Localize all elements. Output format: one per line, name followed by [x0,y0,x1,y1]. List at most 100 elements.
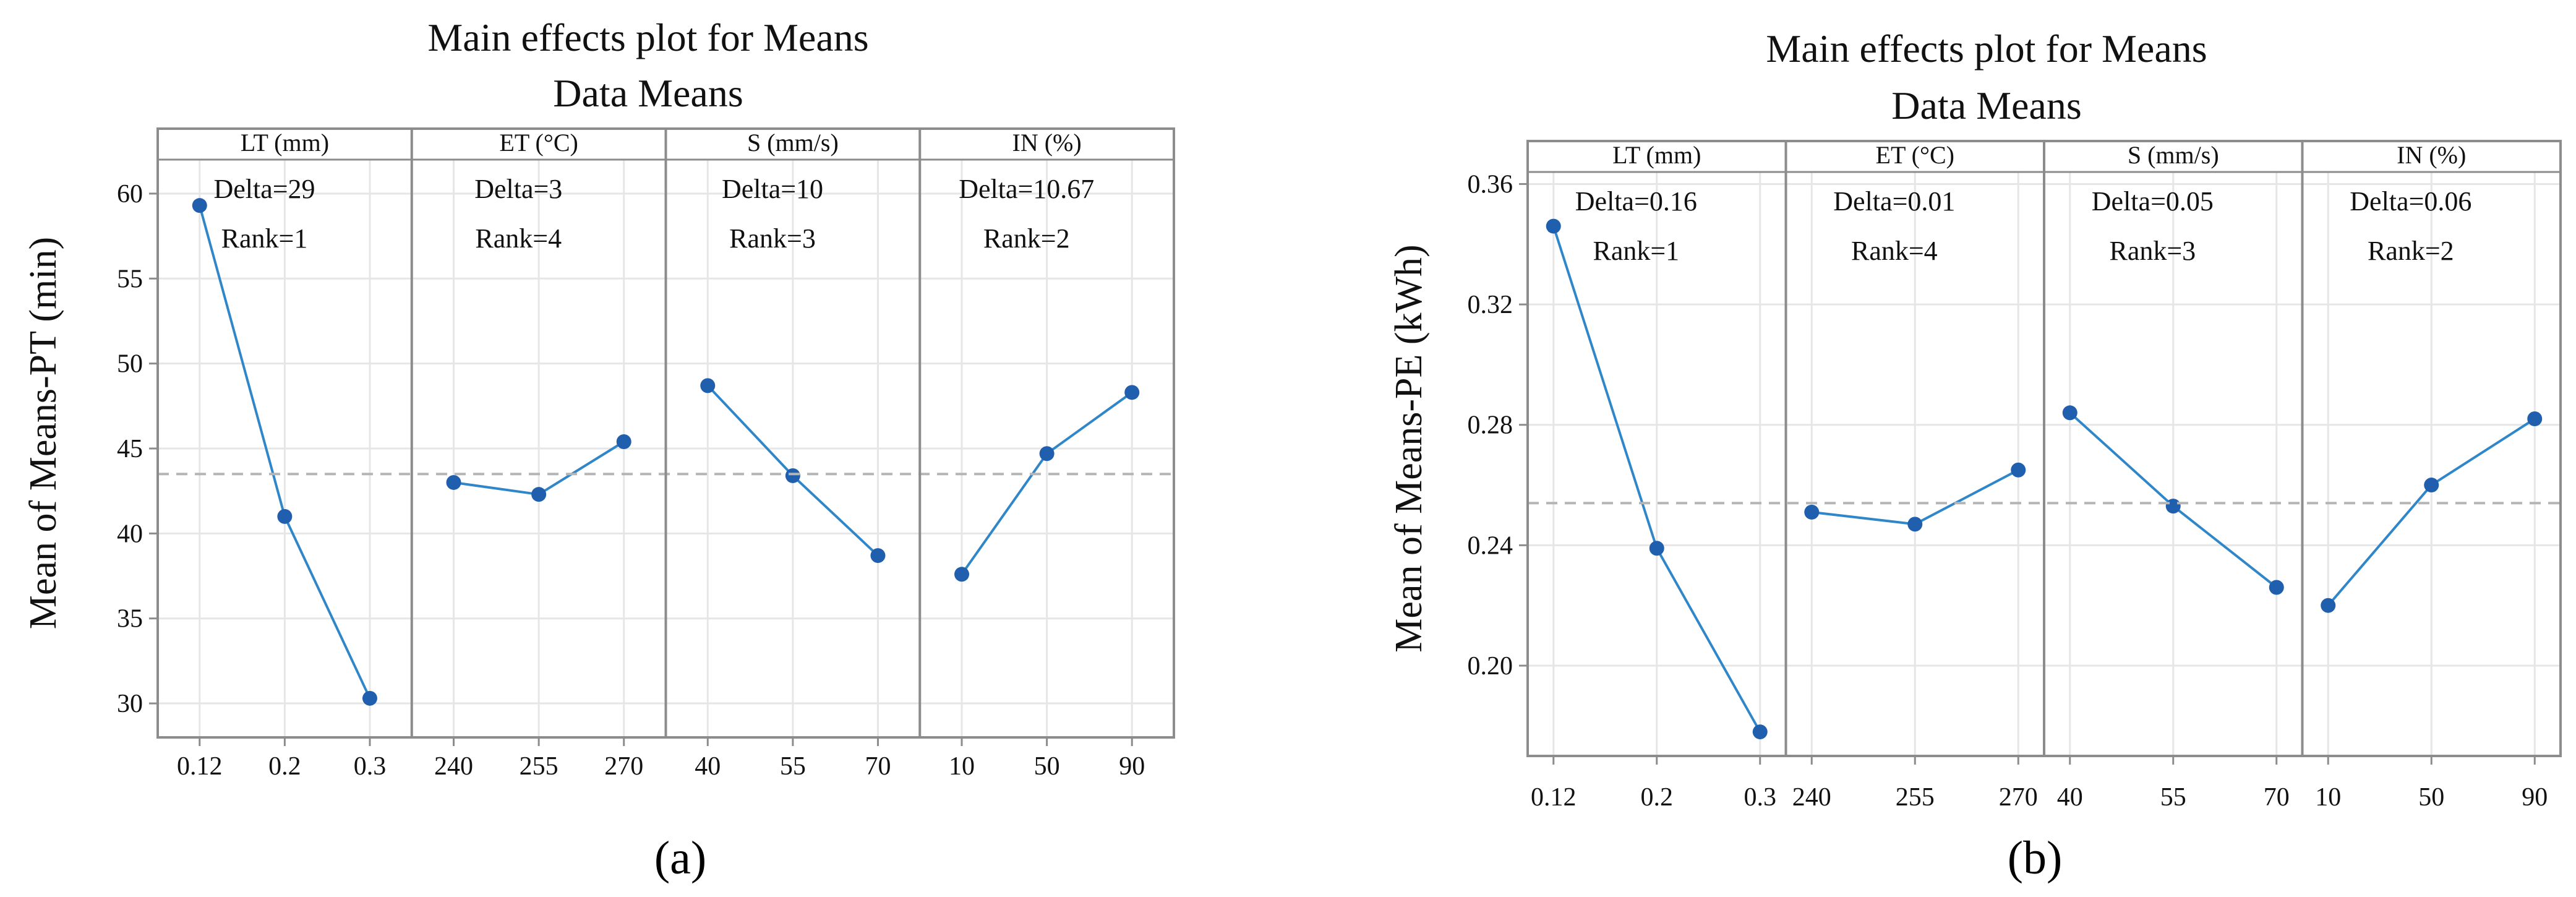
strip-label: ET (°C) [499,129,578,157]
data-point [1752,724,1768,740]
x-tick-label: 270 [1999,783,2038,812]
x-tick-label: 0.2 [1641,783,1674,812]
y-tick-label: 0.28 [1468,411,1513,440]
x-tick-label: 0.12 [1531,783,1577,812]
strip-label: LT (mm) [1612,141,1701,169]
strip-label: LT (mm) [241,129,329,157]
y-tick-label: 45 [117,435,143,463]
data-point [870,548,886,564]
chart-title: Main effects plot for Means [1766,27,2207,71]
y-tick-label: 60 [117,180,143,208]
data-point [1907,517,1923,532]
data-point [2527,411,2543,427]
plot-frame [156,127,1175,739]
rank-annotation: Rank=1 [221,223,308,254]
chart-title: Main effects plot for Means [427,15,868,59]
x-tick-label: 240 [434,752,473,781]
data-point [1649,541,1664,556]
x-tick-label: 270 [604,752,643,781]
strip-label: IN (%) [2397,141,2466,169]
y-tick-label: 30 [117,690,143,718]
x-tick-label: 10 [949,752,975,781]
rank-annotation: Rank=2 [983,223,1070,254]
data-point [1039,446,1055,461]
y-tick-label: 55 [117,265,143,293]
data-point [954,567,970,582]
strip-label: IN (%) [1012,129,1082,157]
x-tick-label: 70 [865,752,891,781]
chart-b: Main effects plot for Means Data Means Mea… [1388,27,2562,812]
x-tick-label: 0.12 [177,752,223,781]
y-tick-label: 0.24 [1468,531,1513,560]
strip-label: S (mm/s) [747,129,839,157]
x-tick-label: 240 [1792,783,1831,812]
chart-subtitle: Data Means [1891,84,2081,127]
x-tick-label: 55 [2160,783,2186,812]
data-point [700,378,716,393]
x-tick-label: 40 [695,752,721,781]
x-tick-label: 70 [2264,783,2290,812]
x-tick-label: 0.2 [268,752,301,781]
data-point [1124,385,1140,400]
y-tick-label: 35 [117,605,143,633]
x-tick-label: 90 [2522,783,2548,812]
panel-label-a: (a) [654,832,706,884]
rank-annotation: Rank=2 [2368,236,2454,266]
data-point [785,468,800,483]
x-tick-label: 10 [2315,783,2341,812]
strip-header [1526,140,1787,173]
strip-header [411,127,667,161]
y-tick-label: 0.32 [1468,291,1513,319]
delta-annotation: Delta=0.01 [1833,186,1955,217]
data-point [192,198,207,213]
y-axis-label: Mean of Means-PT (min) [22,237,64,629]
strip-label: ET (°C) [1876,141,1954,169]
data-point [2269,580,2284,595]
delta-annotation: Delta=3 [474,174,562,204]
delta-annotation: Delta=0.16 [1575,186,1697,217]
data-point [2321,598,2336,613]
x-tick-label: 255 [520,752,558,781]
x-tick-label: 0.3 [1744,783,1777,812]
data-point [616,434,631,450]
data-point [277,509,293,524]
y-tick-label: 50 [117,350,143,379]
delta-annotation: Delta=29 [213,174,315,204]
x-tick-label: 0.3 [354,752,387,781]
data-point [2424,478,2439,493]
x-tick-label: 50 [1034,752,1060,781]
strip-header [2301,140,2562,173]
x-tick-label: 255 [1896,783,1935,812]
y-tick-label: 0.20 [1468,652,1513,680]
data-point [362,690,377,706]
delta-annotation: Delta=10.67 [959,174,1094,204]
panel-label-b: (b) [2008,832,2063,884]
x-tick-label: 50 [2418,783,2444,812]
y-axis-label: Mean of Means-PE (kWh) [1388,244,1430,652]
data-point [531,487,547,502]
data-point [2062,405,2077,421]
y-tick-label: 0.36 [1468,170,1513,199]
chart-a: Main effects plot for Means Data Means Mea… [22,15,1175,781]
rank-annotation: Rank=4 [475,223,562,254]
data-point [2011,462,2026,478]
x-tick-label: 55 [780,752,806,781]
data-point [1546,218,1561,234]
strip-header [918,127,1175,161]
delta-annotation: Delta=0.05 [2092,186,2214,217]
rank-annotation: Rank=3 [729,223,816,254]
data-point [446,474,461,490]
x-tick-label: 40 [2057,783,2083,812]
strip-label: S (mm/s) [2128,141,2219,169]
chart-subtitle: Data Means [553,71,743,115]
x-tick-label: 90 [1119,752,1145,781]
data-point [2165,499,2181,514]
y-tick-label: 40 [117,520,143,548]
delta-annotation: Delta=10 [722,174,823,204]
rank-annotation: Rank=3 [2109,236,2196,266]
plot-frame [1526,140,2562,757]
delta-annotation: Delta=0.06 [2350,186,2471,217]
data-point [1804,504,1820,520]
rank-annotation: Rank=4 [1851,236,1938,266]
